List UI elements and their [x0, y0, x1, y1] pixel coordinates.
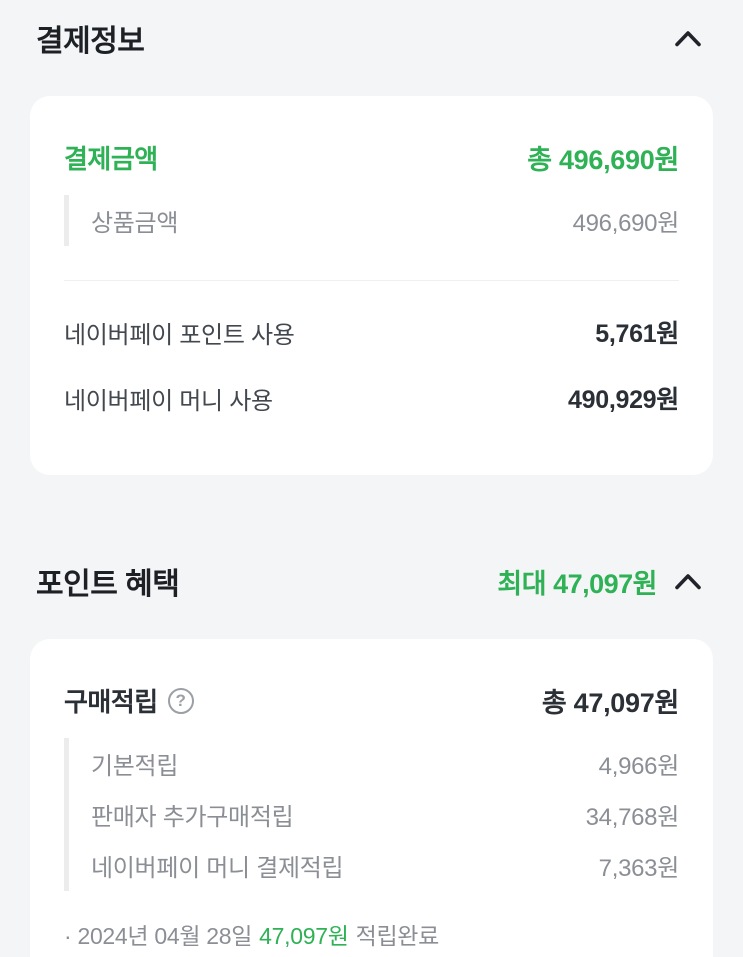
points-header-right: 최대 47,097원 — [497, 562, 703, 601]
sub-row-value: 4,966원 — [598, 753, 680, 780]
sub-row-seller-extra-accrual: 판매자 추가구매적립 34,768원 — [91, 789, 679, 840]
sub-row-value: 496,690원 — [572, 210, 680, 237]
pay-row-label: 네이버페이 머니 사용 — [64, 387, 273, 415]
pay-row-points-used: 네이버페이 포인트 사용 5,761원 — [64, 299, 679, 365]
note-date: · 2024년 04월 28일 — [64, 923, 253, 949]
help-icon[interactable]: ? — [167, 687, 194, 714]
sub-row-label: 상품금액 — [91, 210, 179, 237]
note-amount: 47,097원 — [259, 923, 349, 949]
pay-row-label: 네이버페이 포인트 사용 — [64, 321, 295, 349]
sub-row-product-amount: 상품금액 496,690원 — [91, 195, 679, 246]
payment-total-label: 결제금액 — [64, 144, 158, 174]
payment-info-title: 결제정보 — [36, 25, 145, 58]
payment-info-section: 결제정보 결제금액 총 496,690원 상품금액 496,690원 네이버페 — [0, 16, 743, 475]
pay-row-value: 5,761원 — [595, 320, 679, 348]
points-benefit-title: 포인트 혜택 — [36, 568, 180, 601]
points-max-summary: 최대 47,097원 — [497, 568, 657, 599]
accrual-total-value: 총 47,097원 — [541, 688, 679, 718]
sub-row-value: 34,768원 — [585, 804, 680, 831]
sub-row-label: 네이버페이 머니 결제적립 — [91, 855, 344, 882]
sub-row-label: 판매자 추가구매적립 — [91, 804, 294, 831]
pay-row-value: 490,929원 — [568, 386, 679, 414]
note-status: 적립완료 — [355, 923, 440, 949]
payment-total-row: 결제금액 총 496,690원 — [64, 138, 679, 177]
sub-row-label: 기본적립 — [91, 753, 179, 780]
points-accrual-card: 구매적립 ? 총 47,097원 기본적립 4,966원 판매자 추가구매적립 … — [30, 639, 713, 957]
payment-summary-card: 결제금액 총 496,690원 상품금액 496,690원 네이버페이 포인트 … — [30, 96, 713, 475]
points-benefit-header[interactable]: 포인트 혜택 최대 47,097원 — [0, 559, 743, 603]
payment-sub-group: 상품금액 496,690원 — [64, 195, 679, 246]
accrual-total-row: 구매적립 ? 총 47,097원 — [64, 681, 679, 720]
sub-row-money-payment-accrual: 네이버페이 머니 결제적립 7,363원 — [91, 840, 679, 891]
accrual-total-label: 구매적립 — [64, 687, 158, 717]
chevron-up-icon[interactable] — [673, 26, 703, 50]
chevron-up-icon[interactable] — [673, 569, 703, 593]
accrual-complete-note: · 2024년 04월 28일 47,097원 적립완료 — [64, 917, 679, 951]
accrual-total-label-group: 구매적립 ? — [64, 682, 194, 719]
pay-row-money-used: 네이버페이 머니 사용 490,929원 — [64, 365, 679, 431]
card-divider — [64, 280, 679, 281]
payment-info-header[interactable]: 결제정보 — [0, 16, 743, 60]
sub-row-value: 7,363원 — [598, 855, 680, 882]
payment-total-value: 총 496,690원 — [527, 145, 679, 175]
sub-row-basic-accrual: 기본적립 4,966원 — [91, 738, 679, 789]
points-benefit-section: 포인트 혜택 최대 47,097원 구매적립 ? 총 47,097원 — [0, 559, 743, 957]
accrual-sub-group: 기본적립 4,966원 판매자 추가구매적립 34,768원 네이버페이 머니 … — [64, 738, 679, 891]
